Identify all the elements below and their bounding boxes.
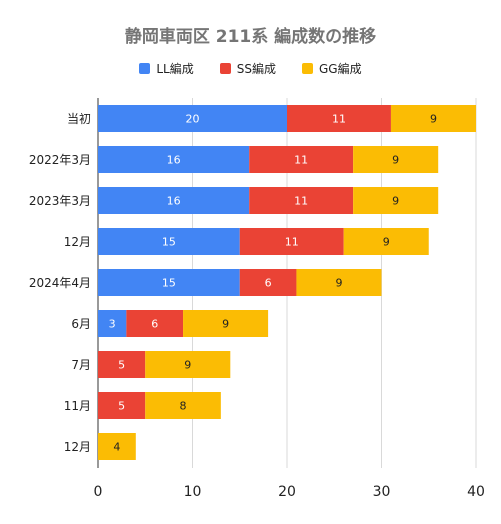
bar-ll bbox=[98, 310, 127, 337]
bar-ll bbox=[98, 105, 287, 132]
data-label-ss: 6 bbox=[265, 277, 272, 290]
x-tick-label: 10 bbox=[184, 484, 202, 500]
bar-ss bbox=[126, 310, 184, 337]
data-label-gg: 9 bbox=[383, 236, 390, 249]
data-label-gg: 9 bbox=[335, 277, 342, 290]
bar-ss bbox=[239, 269, 297, 296]
bar-gg bbox=[390, 105, 476, 132]
bar-ss bbox=[249, 187, 354, 214]
y-tick-label: 当初 bbox=[67, 112, 91, 126]
data-label-gg: 9 bbox=[222, 318, 229, 331]
data-label-gg: 9 bbox=[392, 154, 399, 167]
data-label-gg: 9 bbox=[392, 195, 399, 208]
bar-ss bbox=[98, 351, 146, 378]
legend-swatch-gg bbox=[302, 63, 313, 74]
data-label-ss: 11 bbox=[332, 113, 346, 126]
y-tick-label: 12月 bbox=[64, 235, 91, 249]
data-label-ss: 6 bbox=[151, 318, 158, 331]
chart-title: 静岡車両区 211系 編成数の推移 bbox=[124, 27, 377, 47]
data-label-ll: 15 bbox=[162, 236, 176, 249]
data-label-ll: 16 bbox=[167, 154, 181, 167]
y-tick-label: 2023年3月 bbox=[29, 194, 91, 208]
bar-ll bbox=[98, 269, 240, 296]
y-tick-label: 12月 bbox=[64, 440, 91, 454]
legend-item-ll[interactable]: LL編成 bbox=[139, 60, 194, 77]
bar-gg bbox=[343, 228, 429, 255]
legend-label-gg: GG編成 bbox=[319, 62, 362, 76]
legend-item-gg[interactable]: GG編成 bbox=[302, 60, 362, 77]
bar-gg bbox=[183, 310, 269, 337]
chart-legend: LL編成 SS編成 GG編成 bbox=[0, 60, 501, 77]
y-tick-label: 2024年4月 bbox=[29, 276, 91, 290]
bar-ll bbox=[98, 146, 250, 173]
y-tick-label: 7月 bbox=[71, 358, 91, 372]
x-tick-label: 40 bbox=[467, 484, 485, 500]
y-tick-label: 6月 bbox=[71, 317, 91, 331]
legend-label-ss: SS編成 bbox=[236, 62, 276, 76]
data-label-ll: 15 bbox=[162, 277, 176, 290]
data-label-ll: 3 bbox=[109, 318, 116, 331]
data-label-ss: 5 bbox=[118, 400, 125, 413]
bar-gg bbox=[98, 433, 136, 460]
bar-ll bbox=[98, 187, 250, 214]
x-tick-label: 20 bbox=[278, 484, 296, 500]
bar-ss bbox=[239, 228, 344, 255]
data-label-gg: 8 bbox=[180, 400, 187, 413]
bar-gg bbox=[145, 351, 231, 378]
x-tick-label: 30 bbox=[373, 484, 391, 500]
bar-ss bbox=[287, 105, 391, 132]
y-tick-label: 2022年3月 bbox=[29, 153, 91, 167]
bar-gg bbox=[353, 187, 439, 214]
y-tick-label: 11月 bbox=[64, 399, 91, 413]
legend-item-ss[interactable]: SS編成 bbox=[219, 60, 276, 77]
bar-ll bbox=[98, 228, 240, 255]
legend-label-ll: LL編成 bbox=[156, 62, 194, 76]
data-label-ll: 16 bbox=[167, 195, 181, 208]
data-label-gg: 4 bbox=[113, 441, 120, 454]
bar-gg bbox=[353, 146, 439, 173]
data-label-ll: 20 bbox=[186, 113, 200, 126]
bar-ss bbox=[249, 146, 354, 173]
bar-ss bbox=[98, 392, 146, 419]
legend-swatch-ll bbox=[139, 63, 151, 74]
data-label-ss: 11 bbox=[294, 195, 308, 208]
legend-swatch-ss bbox=[219, 63, 231, 74]
bar-gg bbox=[296, 269, 382, 296]
data-label-ss: 11 bbox=[285, 236, 299, 249]
x-tick-label: 0 bbox=[94, 484, 103, 500]
data-label-ss: 11 bbox=[294, 154, 308, 167]
data-label-ss: 5 bbox=[118, 359, 125, 372]
data-label-gg: 9 bbox=[184, 359, 191, 372]
data-label-gg: 9 bbox=[430, 113, 437, 126]
bar-gg bbox=[145, 392, 221, 419]
